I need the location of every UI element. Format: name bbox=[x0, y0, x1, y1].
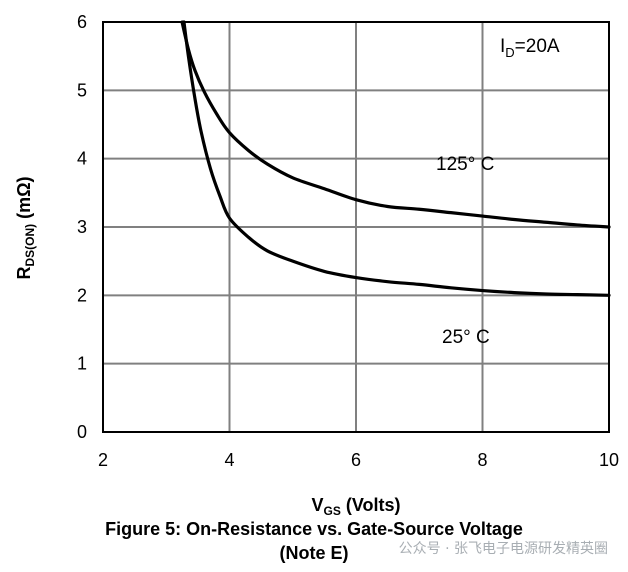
y-tick-label: 4 bbox=[77, 149, 87, 169]
y-tick-labels: 0 1 2 3 4 5 6 bbox=[77, 12, 87, 442]
figure-note: (Note E) bbox=[279, 543, 349, 563]
watermark: 公众号 · 张飞电子电源研发精英圈 bbox=[398, 541, 608, 557]
rdson-vs-vgs-chart: 2 4 6 8 10 0 1 2 3 4 5 6 ID=20A 125° C 25° C VGS (… bbox=[14, 12, 619, 518]
y-tick-label: 3 bbox=[77, 217, 87, 237]
y-tick-label: 1 bbox=[77, 354, 87, 374]
x-tick-label: 6 bbox=[351, 450, 361, 470]
series-line-125c bbox=[180, 20, 611, 229]
series-line-25c bbox=[182, 20, 611, 297]
y-tick-label: 6 bbox=[77, 12, 87, 32]
series-label-25c: 25° C bbox=[442, 327, 490, 348]
series-layer bbox=[180, 20, 611, 297]
id-annotation: ID=20A bbox=[500, 36, 560, 60]
figure-caption: Figure 5: On-Resistance vs. Gate-Source … bbox=[105, 519, 523, 539]
x-tick-label: 10 bbox=[599, 450, 619, 470]
y-axis-label: RDS(ON) (mΩ) bbox=[14, 176, 37, 279]
grid-lines bbox=[102, 21, 610, 433]
x-tick-label: 8 bbox=[477, 450, 487, 470]
y-tick-label: 5 bbox=[77, 80, 87, 100]
x-tick-labels: 2 4 6 8 10 bbox=[98, 450, 619, 470]
series-label-125c: 125° C bbox=[436, 154, 494, 175]
y-tick-label: 0 bbox=[77, 422, 87, 442]
y-tick-label: 2 bbox=[77, 285, 87, 305]
x-tick-label: 4 bbox=[224, 450, 234, 470]
x-tick-label: 2 bbox=[98, 450, 108, 470]
x-axis-label: VGS (Volts) bbox=[311, 495, 400, 518]
